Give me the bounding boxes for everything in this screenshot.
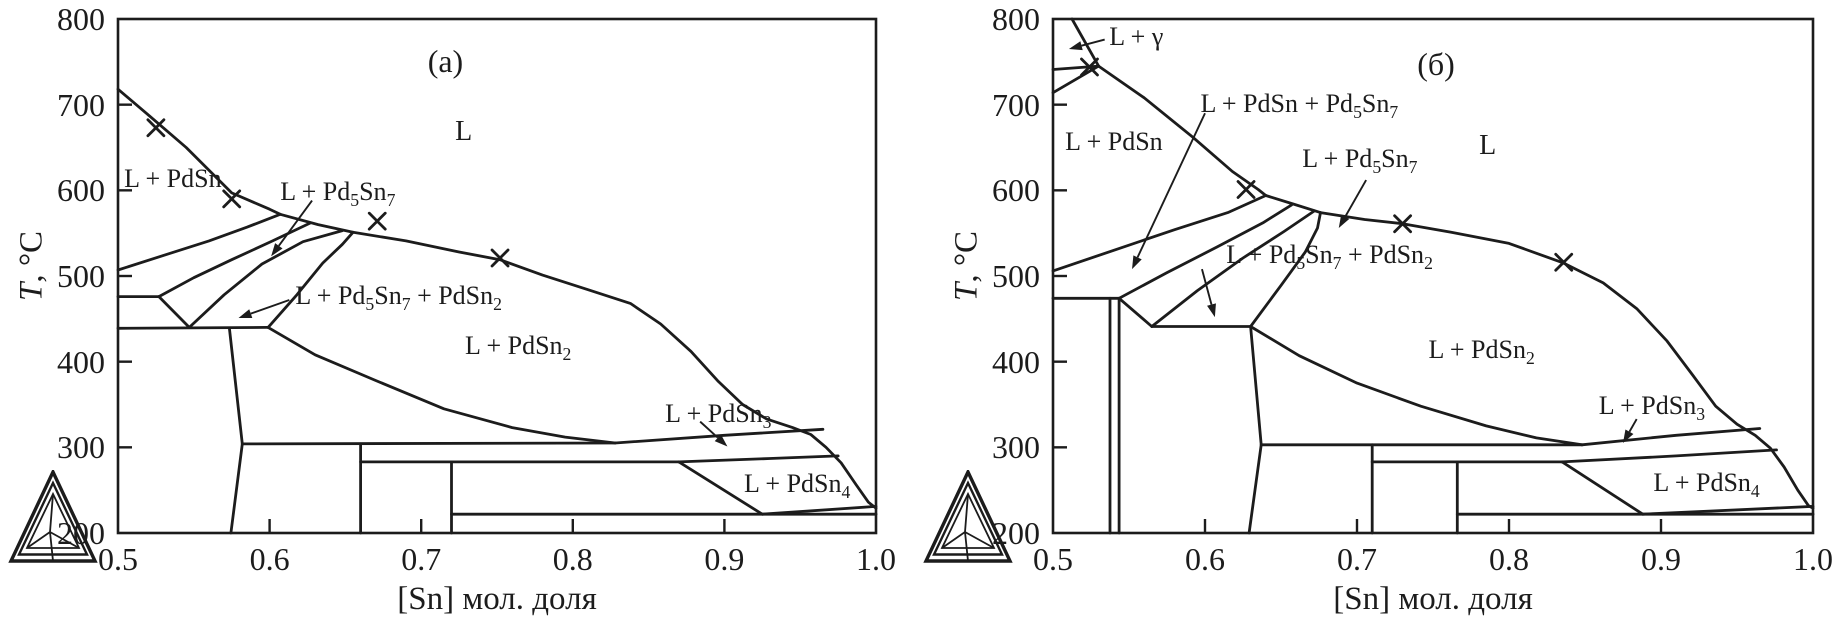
curve-vertical-1 [227,326,244,535]
experimental-point-marker [146,118,166,138]
curve-solvus-C3 [1150,209,1316,328]
curve-solvus-C2 [157,221,312,299]
curve-drop-D1 [677,460,764,516]
curve-solvus-C4 [266,230,355,329]
experimental-point-marker [222,189,242,209]
curve-rise-R1 [613,427,825,445]
curve-liquidus-PdSn [1097,64,1268,197]
experimental-point-marker [367,211,387,231]
arrow-L-PdSn3-head [714,434,728,447]
arrow-L-Pd5Sn7 [278,200,313,247]
curve-liquidus-gamma [1070,17,1100,68]
curve-vertical-2 [1247,325,1263,535]
arrow-L-Pd5Sn7-PdSn2 [1201,268,1213,305]
arrow-L-Pd5Sn7-PdSn2-head [1207,303,1216,318]
arrow-L-gamma [1081,38,1105,47]
curve-liquidus-long [351,230,878,510]
curve-boundary-D0 [1249,325,1584,447]
curve-top-line-2 [1051,64,1100,95]
curve-solvus-C1 [1051,194,1268,273]
experimental-point-marker [1554,252,1574,272]
plot-frame-a [116,17,878,535]
arrow-L-PdSn3 [1628,418,1638,433]
curve-branch-S-V [157,295,191,329]
thermocalc-logo-icon [923,470,1013,563]
curve-liquidus-J1-J2 [1264,194,1322,215]
curve-h-440 [116,325,270,330]
experimental-point-marker [1393,214,1412,234]
thermocalc-logo-icon [8,470,98,563]
curve-wedge-top [1641,504,1815,516]
curve-boundary-D0 [266,325,617,445]
curve-liquidus-PdSn [116,87,282,216]
experimental-point-marker [1236,180,1256,199]
curve-drop-D1 [1560,460,1645,516]
curve-solvus-C2 [1117,203,1293,300]
arrow-L-PdSn3-head [1623,429,1634,444]
curve-wedge-top [760,504,878,516]
arrow-L-Pd5Sn7-PdSn2 [250,299,290,315]
arrow-L-PdSn-Pd5Sn7 [1136,112,1206,258]
experimental-point-marker [1080,57,1099,77]
curve-branch-S-V [1117,296,1154,328]
experimental-point-marker [490,248,510,268]
arrow-L-Pd5Sn7-head [1338,214,1350,229]
curve-h-305 [240,441,617,446]
arrow-L-Pd5Sn7-head [271,243,283,257]
arrow-L-Pd5Sn7 [1344,179,1367,218]
curve-rise-R2 [677,454,840,464]
arrow-L-PdSn-Pd5Sn7-head [1132,255,1142,270]
curve-solvus-C1 [116,212,282,272]
arrow-L-PdSn3 [699,420,719,439]
arrow-L-gamma-head [1068,41,1083,51]
curve-rise-R1 [1580,427,1762,447]
curve-solvus-C4 [1249,211,1322,328]
arrow-L-Pd5Sn7-PdSn2-head [238,309,253,318]
curve-liquidus-long [1319,211,1815,510]
curve-rise-R2 [1560,448,1778,464]
curve-solvus-C3 [187,229,344,329]
